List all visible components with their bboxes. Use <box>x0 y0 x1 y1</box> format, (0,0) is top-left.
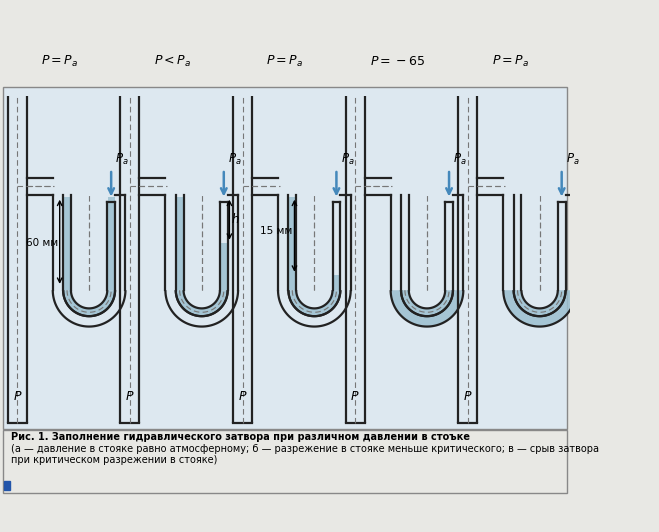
Text: $P$: $P$ <box>125 390 134 403</box>
Text: $P$: $P$ <box>238 390 247 403</box>
Polygon shape <box>401 290 453 315</box>
Text: Рис. 1. Заполнение гидравлического затвора при различном давлении в стоъке: Рис. 1. Заполнение гидравлического затво… <box>11 433 471 442</box>
Polygon shape <box>176 290 227 315</box>
Polygon shape <box>63 290 115 315</box>
Text: 60 мм: 60 мм <box>26 238 58 247</box>
Text: $P = P_a$: $P = P_a$ <box>266 54 304 69</box>
Polygon shape <box>5 481 9 490</box>
Text: $P < P_a$: $P < P_a$ <box>154 54 191 69</box>
Text: при критическом разрежении в стояке): при критическом разрежении в стояке) <box>11 455 217 465</box>
Text: $P = -65$: $P = -65$ <box>370 55 425 68</box>
Polygon shape <box>514 290 565 315</box>
Polygon shape <box>220 243 227 290</box>
Text: 15 мм: 15 мм <box>260 226 293 236</box>
Text: $P_a$: $P_a$ <box>453 152 467 168</box>
Text: $P_a$: $P_a$ <box>115 152 129 168</box>
Polygon shape <box>503 290 575 326</box>
Bar <box>3 430 567 493</box>
Polygon shape <box>289 290 340 315</box>
Polygon shape <box>175 197 184 290</box>
Bar <box>3 87 567 429</box>
Polygon shape <box>63 197 71 290</box>
Polygon shape <box>107 197 115 290</box>
Polygon shape <box>391 290 463 326</box>
Polygon shape <box>288 197 297 290</box>
Text: $P$: $P$ <box>351 390 360 403</box>
Text: $P$: $P$ <box>13 390 22 403</box>
Text: $P_a$: $P_a$ <box>566 152 580 168</box>
Text: $P_a$: $P_a$ <box>228 152 242 168</box>
Text: $P_a$: $P_a$ <box>341 152 355 168</box>
Text: $P = P_a$: $P = P_a$ <box>492 54 529 69</box>
Text: $h$: $h$ <box>231 212 240 226</box>
Text: $P$: $P$ <box>463 390 473 403</box>
Polygon shape <box>333 275 340 290</box>
Text: $P = P_a$: $P = P_a$ <box>41 54 78 69</box>
Text: (а — давление в стояке равно атмосферному; б — разрежение в стояке меньше критич: (а — давление в стояке равно атмосферном… <box>11 444 599 453</box>
